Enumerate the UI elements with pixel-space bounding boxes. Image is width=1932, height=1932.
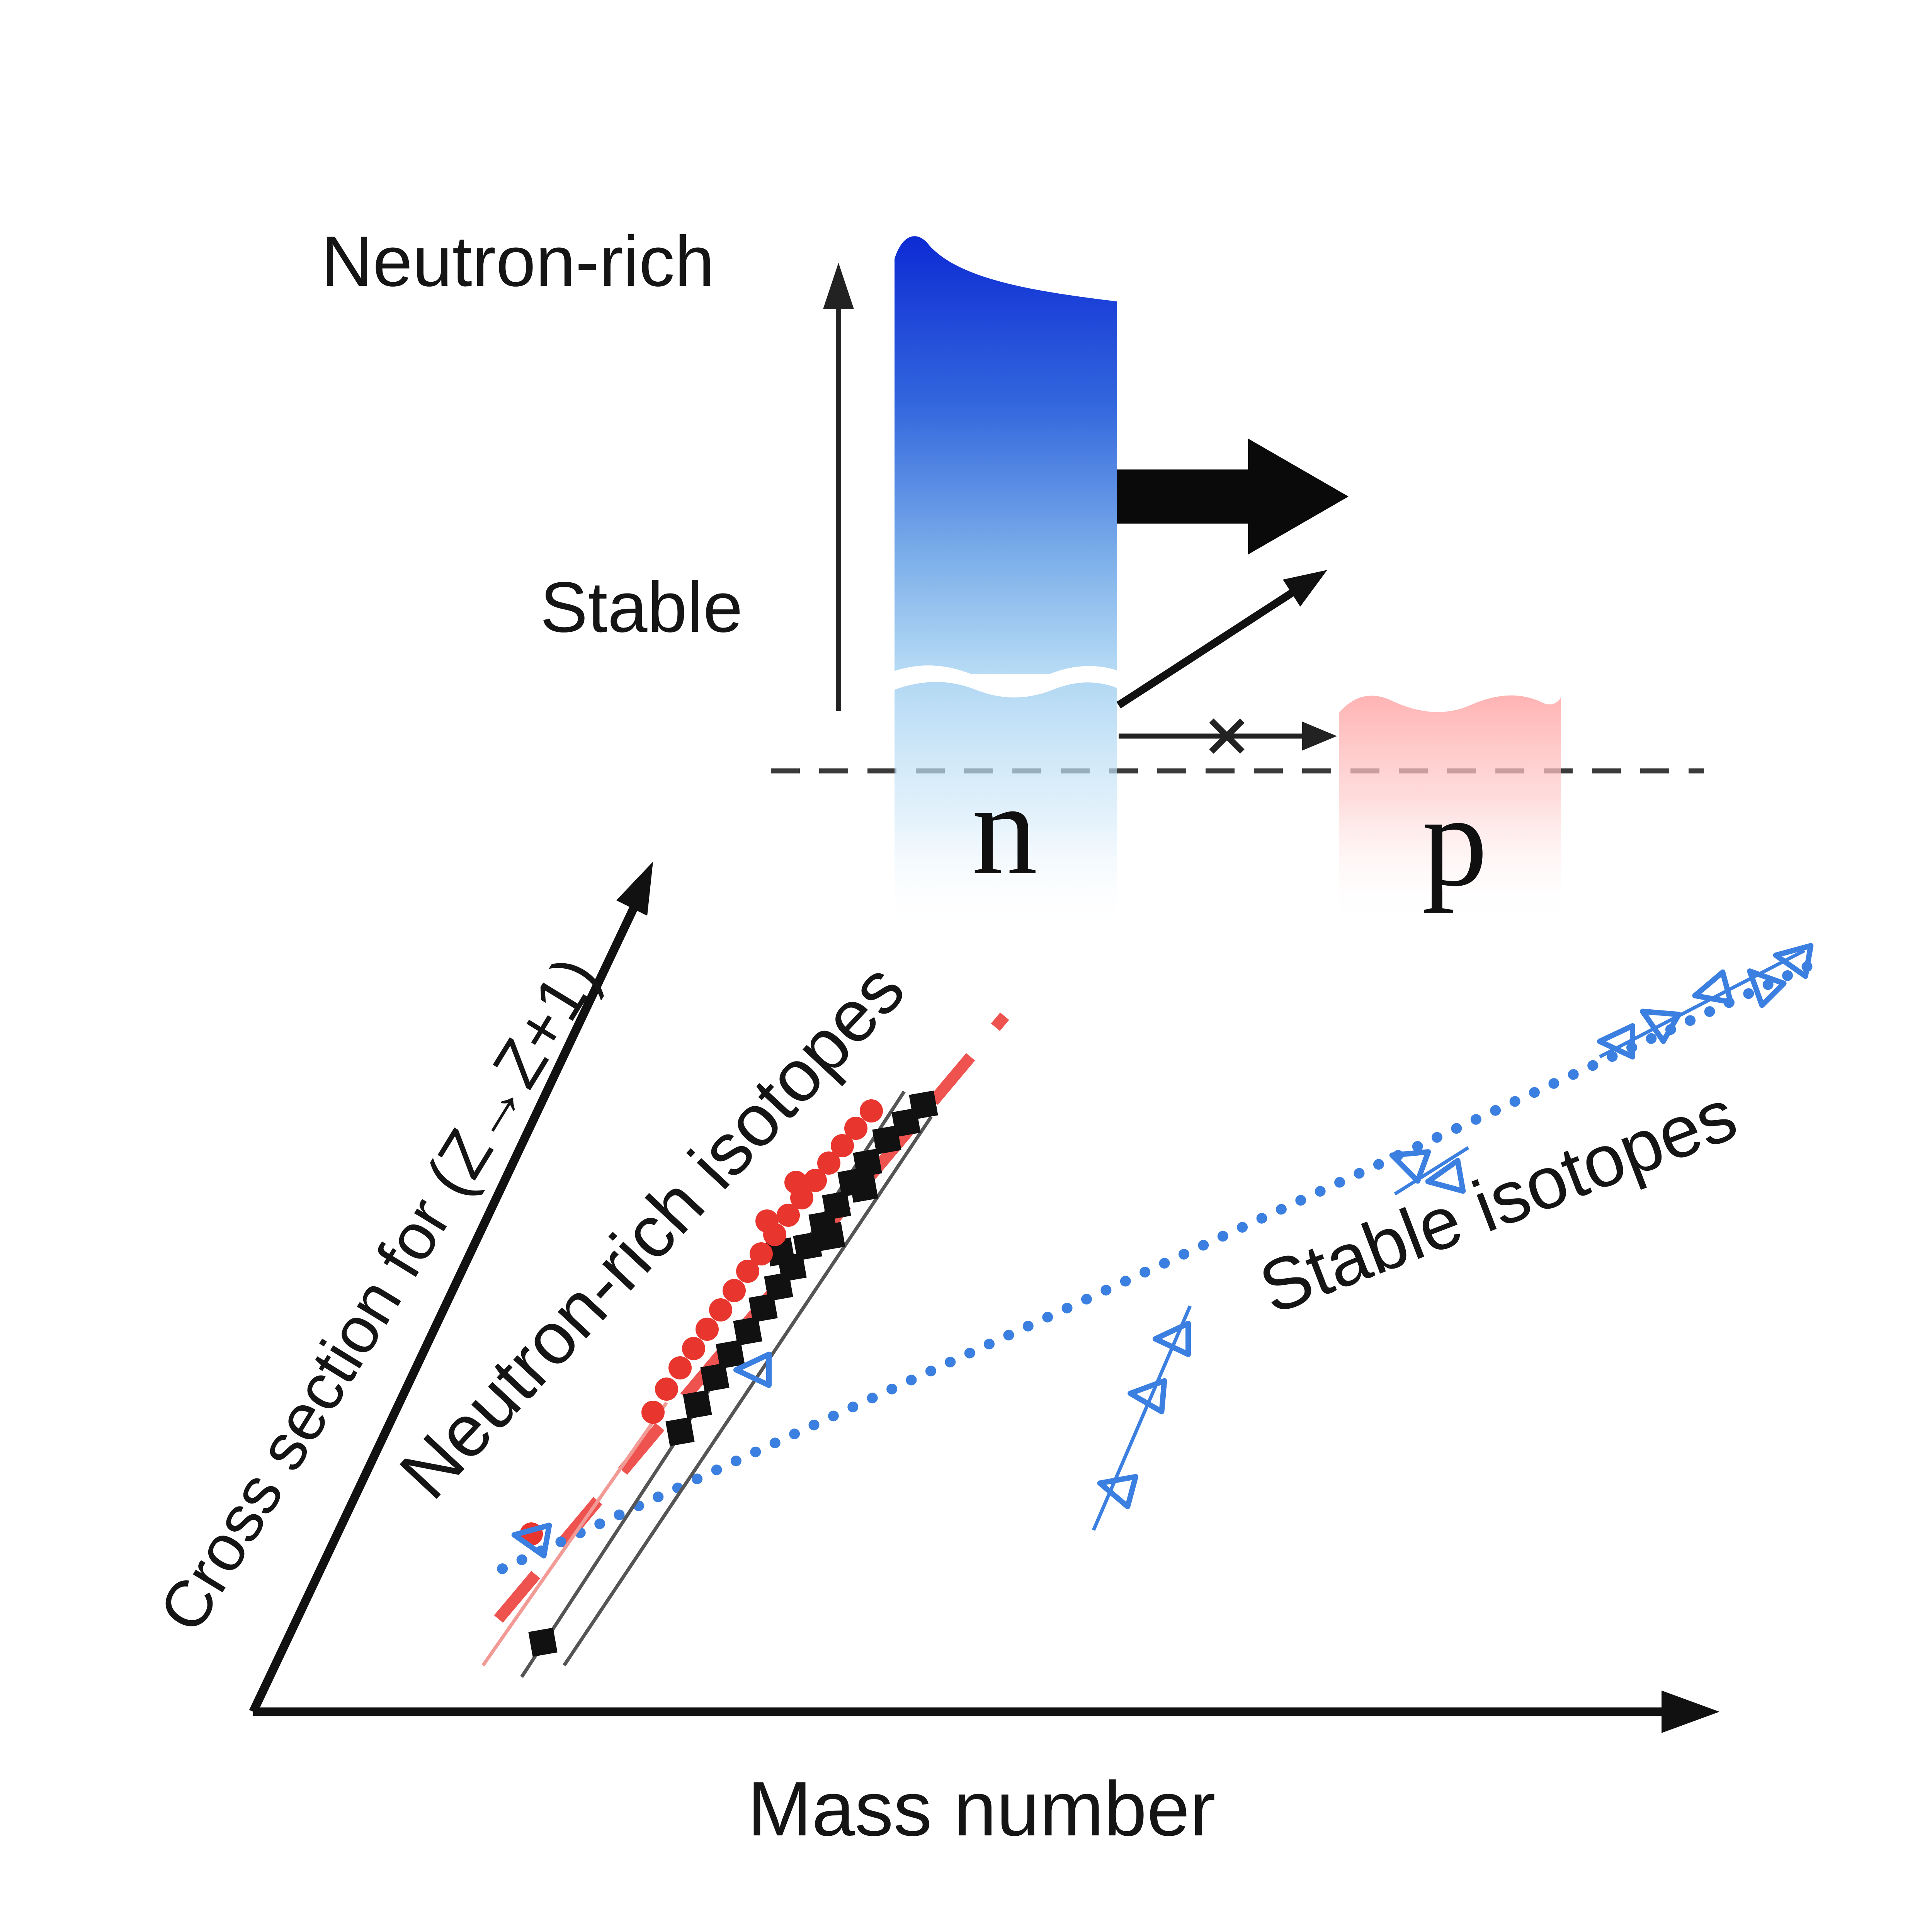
allowed-transition-arrowhead-icon xyxy=(1283,570,1327,607)
filled-circle-marker xyxy=(844,1117,867,1140)
filled-circle-marker xyxy=(641,1401,665,1424)
open-triangle-marker xyxy=(1692,969,1733,1005)
neutron-symbol: n xyxy=(972,756,1037,902)
blocked-cross-icon xyxy=(1209,718,1245,754)
filled-circle-marker xyxy=(723,1279,746,1302)
strong-transition-arrow xyxy=(1117,439,1349,554)
y-axis-arrowhead-icon xyxy=(616,862,653,916)
filled-square-marker xyxy=(822,1191,851,1220)
open-triangle-marker xyxy=(733,1352,772,1388)
open-triangle-marker xyxy=(1097,1474,1138,1509)
x-axis-label: Mass number xyxy=(747,1766,1216,1852)
isotope-chain-line-2 xyxy=(563,1116,933,1667)
filled-square-marker xyxy=(853,1148,882,1178)
guide-lines-layer xyxy=(481,949,1806,1678)
top-panel: Neutron-rich Stable n p xyxy=(321,222,1704,931)
open-triangle-marker xyxy=(1773,943,1814,979)
filled-circle-marker xyxy=(655,1378,678,1401)
proton-symbol: p xyxy=(1422,768,1488,913)
filled-square-marker xyxy=(872,1125,901,1155)
filled-circle-marker xyxy=(682,1337,705,1360)
filled-square-marker xyxy=(665,1417,695,1446)
open-triangle-marker xyxy=(1153,1321,1191,1357)
filled-circle-marker xyxy=(696,1318,719,1341)
filled-circle-marker xyxy=(831,1134,854,1157)
bottom-panel: Cross section for (Z→Z+1) Mass number Ne… xyxy=(145,862,1814,1852)
open-triangle-marker xyxy=(511,1522,552,1559)
filled-square-marker xyxy=(909,1090,938,1120)
filled-square-marker xyxy=(683,1390,712,1419)
filled-square-marker xyxy=(816,1222,845,1251)
stable-chain-line-2 xyxy=(1394,1146,1469,1196)
filled-circle-marker xyxy=(777,1204,800,1227)
isotope-chain-line-red xyxy=(481,1401,668,1667)
filled-circle-marker xyxy=(860,1099,883,1122)
stable-trend-dotted-line xyxy=(497,961,1814,1574)
filled-circle-marker xyxy=(709,1298,732,1321)
trend-lines-layer xyxy=(494,961,1814,1623)
neutron-rich-trend-dashed-line xyxy=(494,1012,1009,1623)
open-triangle-marker xyxy=(1425,1158,1466,1194)
filled-circle-marker xyxy=(790,1186,813,1209)
excitation-axis-arrowhead-icon xyxy=(823,263,854,309)
stable-chain-line-1 xyxy=(1092,1305,1192,1531)
open-triangle-marker xyxy=(1640,1009,1682,1044)
open-triangle-marker xyxy=(1389,1149,1431,1184)
filled-square-marker xyxy=(733,1316,762,1346)
allowed-transition-arrow xyxy=(1116,588,1297,709)
open-triangle-marker xyxy=(1747,968,1787,1008)
y-axis xyxy=(249,906,638,1714)
stable-label: Stable xyxy=(540,568,743,647)
neutron-column-break-wave xyxy=(874,665,1135,696)
filled-square-marker xyxy=(700,1363,730,1392)
filled-circle-marker xyxy=(817,1151,840,1175)
filled-square-marker xyxy=(528,1628,558,1657)
filled-circle-marker xyxy=(736,1260,759,1283)
proton-column xyxy=(1339,695,1561,923)
neutron-column-fade xyxy=(895,682,1117,931)
open-triangle-marker xyxy=(1128,1378,1167,1415)
open-triangle-marker xyxy=(1597,1023,1635,1060)
filled-circle-marker xyxy=(804,1169,827,1192)
filled-circle-marker xyxy=(668,1356,692,1379)
filled-circle-marker xyxy=(763,1223,786,1246)
x-axis-arrowhead-icon xyxy=(1662,1690,1719,1733)
scatter-markers-layer xyxy=(511,943,1814,1657)
blocked-transition-arrowhead-icon xyxy=(1302,721,1337,751)
filled-circle-marker xyxy=(750,1242,773,1265)
neutron-column xyxy=(895,236,1117,674)
filled-square-marker xyxy=(716,1340,745,1369)
filled-square-marker xyxy=(849,1173,878,1203)
neutron-rich-label: Neutron-rich xyxy=(321,222,714,301)
